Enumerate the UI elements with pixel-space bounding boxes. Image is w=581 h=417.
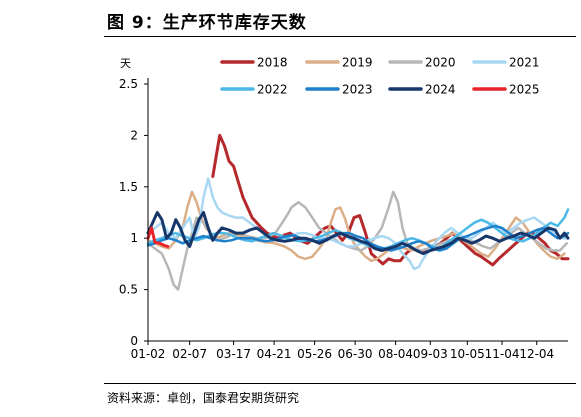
axes [147, 78, 568, 342]
series-line-2021 [146, 177, 570, 271]
legend-label-2019: 2019 [342, 56, 373, 70]
y-tick-label: 2 [130, 128, 138, 142]
x-tick-label: 06-30 [338, 347, 373, 361]
series-line-2024 [146, 211, 570, 256]
y-tick-label: 2.5 [119, 77, 138, 91]
legend-label-2018: 2018 [257, 56, 288, 70]
legend-label-2021: 2021 [509, 56, 540, 70]
x-tick-label: 09-03 [413, 347, 448, 361]
x-tick-label: 03-17 [216, 347, 251, 361]
figure-title: 图 9：生产环节库存天数 [107, 13, 307, 33]
legend-label-2025: 2025 [509, 83, 540, 97]
legend-label-2020: 2020 [425, 56, 456, 70]
title-rule [104, 36, 576, 37]
x-tick-label: 10-05 [450, 347, 485, 361]
series-line-2019 [146, 190, 566, 263]
source-note: 资料来源：卓创，国泰君安期货研究 [107, 391, 300, 405]
y-axis-ticks: 0 0.5 1 1.5 2 2.5 [119, 77, 148, 348]
y-axis-unit-label: 天 [120, 57, 131, 70]
y-tick-label: 0.5 [119, 283, 138, 297]
legend-label-2024: 2024 [425, 83, 456, 97]
y-tick-label: 1.5 [119, 180, 138, 194]
series-line-2018 [211, 133, 570, 267]
series-layer [146, 133, 570, 291]
x-tick-label: 04-21 [257, 347, 292, 361]
x-tick-label: 11-04 [485, 347, 520, 361]
legend-label-2023: 2023 [342, 83, 373, 97]
x-tick-label: 08-04 [378, 347, 413, 361]
series-line-2025 [146, 226, 170, 248]
series-line-2023 [146, 224, 570, 252]
x-axis-ticks: 01-02 02-07 03-17 04-21 05-26 06-30 08-04 09-03… [131, 341, 554, 361]
x-tick-label: 02-07 [172, 347, 207, 361]
x-tick-label: 12-04 [519, 347, 554, 361]
x-tick-label: 05-26 [297, 347, 332, 361]
legend: 2018 2019 2020 2021 2022 2023 2024 2025 [220, 56, 540, 97]
legend-label-2022: 2022 [257, 83, 288, 97]
y-tick-label: 0 [130, 334, 138, 348]
source-rule [104, 383, 576, 384]
x-tick-label: 01-02 [131, 347, 166, 361]
y-tick-label: 1 [130, 231, 138, 245]
